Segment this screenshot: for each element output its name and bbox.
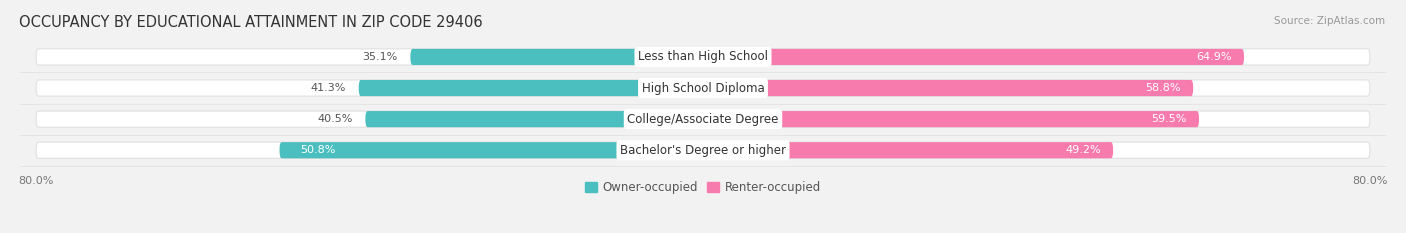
FancyBboxPatch shape bbox=[703, 111, 1199, 127]
FancyBboxPatch shape bbox=[37, 111, 1369, 127]
FancyBboxPatch shape bbox=[37, 142, 1369, 158]
FancyBboxPatch shape bbox=[703, 49, 1244, 65]
FancyBboxPatch shape bbox=[359, 80, 703, 96]
Text: College/Associate Degree: College/Associate Degree bbox=[627, 113, 779, 126]
Legend: Owner-occupied, Renter-occupied: Owner-occupied, Renter-occupied bbox=[585, 181, 821, 194]
FancyBboxPatch shape bbox=[366, 111, 703, 127]
Text: 41.3%: 41.3% bbox=[311, 83, 346, 93]
FancyBboxPatch shape bbox=[280, 142, 703, 158]
FancyBboxPatch shape bbox=[37, 80, 1369, 96]
Text: 40.5%: 40.5% bbox=[318, 114, 353, 124]
Text: OCCUPANCY BY EDUCATIONAL ATTAINMENT IN ZIP CODE 29406: OCCUPANCY BY EDUCATIONAL ATTAINMENT IN Z… bbox=[20, 15, 484, 30]
Text: Bachelor's Degree or higher: Bachelor's Degree or higher bbox=[620, 144, 786, 157]
Text: 58.8%: 58.8% bbox=[1144, 83, 1181, 93]
Text: 59.5%: 59.5% bbox=[1152, 114, 1187, 124]
Text: 35.1%: 35.1% bbox=[363, 52, 398, 62]
Text: 49.2%: 49.2% bbox=[1064, 145, 1101, 155]
Text: High School Diploma: High School Diploma bbox=[641, 82, 765, 95]
Text: Source: ZipAtlas.com: Source: ZipAtlas.com bbox=[1274, 16, 1385, 26]
Text: Less than High School: Less than High School bbox=[638, 50, 768, 63]
Text: 50.8%: 50.8% bbox=[301, 145, 336, 155]
FancyBboxPatch shape bbox=[37, 49, 1369, 65]
Text: 64.9%: 64.9% bbox=[1197, 52, 1232, 62]
FancyBboxPatch shape bbox=[703, 142, 1114, 158]
FancyBboxPatch shape bbox=[703, 80, 1194, 96]
FancyBboxPatch shape bbox=[411, 49, 703, 65]
